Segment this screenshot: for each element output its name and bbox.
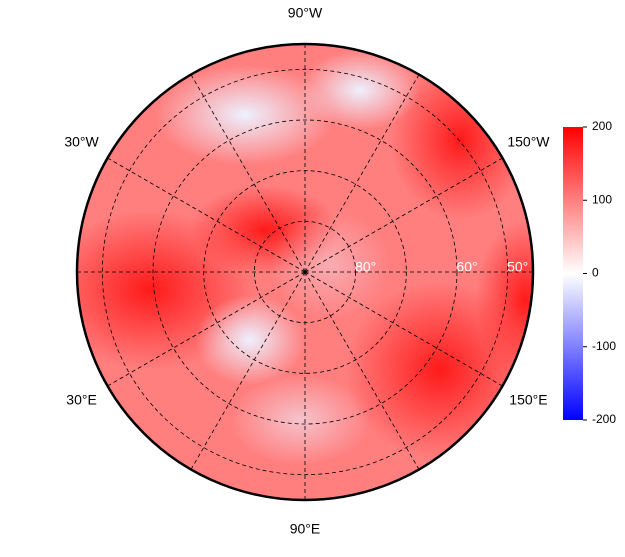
latitude-label: 50° (507, 259, 528, 275)
meridian (304, 157, 503, 273)
meridian (190, 74, 306, 273)
meridian (304, 271, 420, 470)
parallel (152, 119, 458, 425)
meridian (107, 157, 306, 273)
longitude-label: 150°E (509, 392, 547, 408)
meridian (304, 74, 420, 273)
colorbar-tick-label: -200 (592, 412, 616, 426)
colorbar-tick-label: -100 (592, 339, 616, 353)
longitude-label: 150°W (507, 134, 550, 150)
colorbar-tick-label: 200 (592, 119, 612, 133)
colorbar (563, 127, 583, 420)
latitude-label: 80° (355, 259, 376, 275)
longitude-label: 30°E (66, 392, 97, 408)
colorbar-tick-label: 100 (592, 192, 612, 206)
longitude-label: 30°W (64, 134, 99, 150)
latitude-label: 60° (456, 259, 477, 275)
meridian (190, 271, 306, 470)
colorbar-ticks: 200 100 0 -100 -200 (583, 119, 616, 426)
field (77, 44, 533, 500)
graticule (77, 44, 533, 500)
meridian (107, 271, 306, 387)
longitude-label: 90°E (290, 521, 321, 537)
colorbar-tick-label: 0 (592, 266, 599, 280)
parallel (101, 68, 509, 476)
map-border (75, 42, 535, 502)
longitude-label: 90°W (288, 5, 323, 21)
meridian (304, 271, 503, 387)
